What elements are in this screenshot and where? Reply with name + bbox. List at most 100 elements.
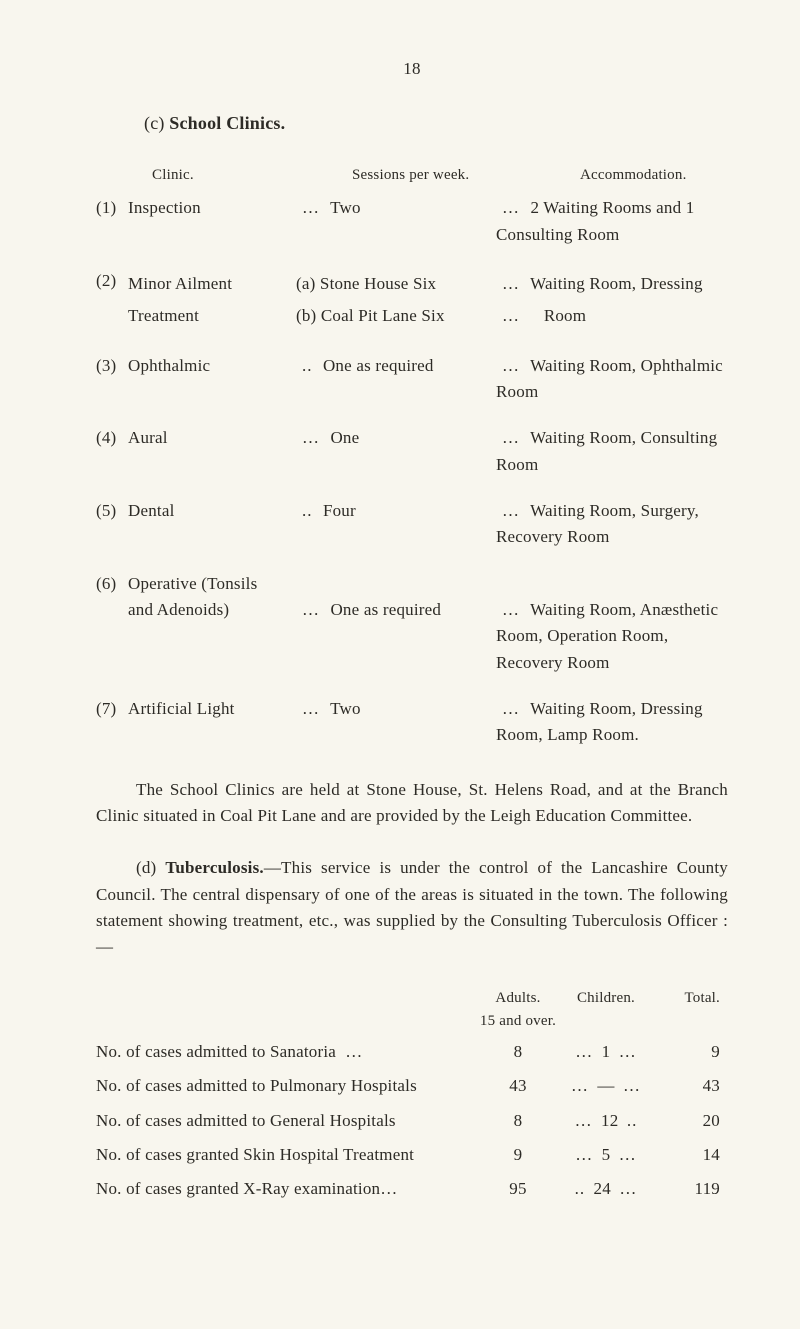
clinic-accommodation: … Waiting Room, Ophthalmic Room [496, 353, 728, 406]
clinic-row: (6) Operative (Tonsils and Adenoids) … O… [96, 571, 728, 676]
tb-row-total: 43 [650, 1073, 720, 1099]
tb-row-adults: 8 [474, 1039, 562, 1065]
ellipsis-icon: … [575, 1145, 593, 1164]
tb-row: No. of cases admitted to Pulmonary Hospi… [96, 1073, 728, 1099]
tb-row-children: 5 [602, 1145, 611, 1164]
tb-header-adults: Adults. 15 and over. [474, 987, 562, 1034]
ellipsis-icon: … [575, 1111, 593, 1130]
clinic-accommodation: … Waiting Room, Dressing … Room [496, 268, 728, 333]
ellipsis-icon: … [502, 356, 520, 375]
clinic-accommodation-value: Waiting Room, Consulting Room [496, 428, 717, 473]
tb-row-adults: 9 [474, 1142, 562, 1168]
ellipsis-icon: … [502, 428, 520, 447]
tb-row-label: No. of cases admitted to Sanatoria [96, 1042, 336, 1061]
clinic-name-line: Operative (Tonsils [128, 574, 257, 593]
tb-row-label: No. of cases granted X-Ray examination… [96, 1179, 397, 1198]
tb-row: No. of cases admitted to Sanatoria … 8 …… [96, 1039, 728, 1065]
clinic-name: Operative (Tonsils and Adenoids) [128, 571, 296, 624]
ellipsis-icon: .. [575, 1179, 586, 1198]
tb-row-total: 14 [650, 1142, 720, 1168]
ellipsis-icon: .. [302, 356, 313, 375]
ellipsis-icon: … [623, 1076, 641, 1095]
header-accommodation: Accommodation. [552, 164, 728, 187]
tb-row-children: 24 [594, 1179, 611, 1198]
clinic-number: (5) [96, 498, 128, 524]
clinic-row: (3) Ophthalmic .. One as required … Wait… [96, 353, 728, 406]
clinics-paragraph: The School Clinics are held at Stone Hou… [96, 777, 728, 830]
page-number: 18 [96, 56, 728, 82]
clinic-sessions-line: (a) Stone House Six [296, 274, 436, 293]
clinic-number: (7) [96, 696, 128, 722]
clinic-accommodation: … Waiting Room, Anæsthetic Room, Operati… [496, 571, 728, 676]
clinic-accommodation-value: 2 Waiting Rooms and 1 Consulting Room [496, 198, 694, 243]
clinic-sessions-value: Two [330, 699, 361, 718]
tb-row-total: 119 [650, 1176, 720, 1202]
clinic-accommodation-value: Waiting Room, Surgery, Recovery Room [496, 501, 699, 546]
clinic-sessions-value: One [330, 428, 359, 447]
ellipsis-icon: … [302, 600, 320, 619]
ellipsis-icon: .. [302, 501, 313, 520]
tb-row-adults: 8 [474, 1108, 562, 1134]
clinic-sessions-line: (b) Coal Pit Lane Six [296, 306, 445, 325]
tb-row-label: No. of cases granted Skin Hospital Treat… [96, 1145, 414, 1164]
clinic-row: (1) Inspection … Two … 2 Waiting Rooms a… [96, 195, 728, 248]
clinic-name: Minor Ailment Treatment [128, 268, 296, 333]
ellipsis-icon: .. [627, 1111, 638, 1130]
tb-row: No. of cases granted Skin Hospital Treat… [96, 1142, 728, 1168]
document-page: 18 (c) School Clinics. Clinic. Sessions … [0, 0, 800, 1329]
clinic-sessions: … Two [296, 696, 496, 722]
clinic-row: (7) Artificial Light … Two … Waiting Roo… [96, 696, 728, 749]
ellipsis-icon: … [619, 1042, 637, 1061]
ellipsis-icon: … [502, 306, 520, 325]
clinic-number: (6) [96, 571, 128, 597]
ellipsis-icon: … [619, 1179, 637, 1198]
clinic-number: (1) [96, 195, 128, 221]
clinic-row: (5) Dental .. Four … Waiting Room, Surge… [96, 498, 728, 551]
clinic-name-line: Minor Ailment [128, 274, 232, 293]
tb-header-spacer [96, 987, 474, 1034]
clinic-row: (4) Aural … One … Waiting Room, Consulti… [96, 425, 728, 478]
clinic-row: (2) Minor Ailment Treatment (a) Stone Ho… [96, 268, 728, 333]
clinic-number: (4) [96, 425, 128, 451]
clinic-number: (3) [96, 353, 128, 379]
tb-row-label: No. of cases admitted to Pulmonary Hospi… [96, 1076, 417, 1095]
tb-row: No. of cases admitted to General Hospita… [96, 1108, 728, 1134]
ellipsis-icon: … [302, 428, 320, 447]
clinic-accommodation-line: Room [544, 306, 586, 325]
ellipsis-icon: … [502, 274, 520, 293]
ellipsis-icon: … [502, 600, 520, 619]
clinic-name: Aural [128, 425, 296, 451]
tb-header-adults-sub: 15 and over. [480, 1013, 556, 1029]
clinic-name: Artificial Light [128, 696, 296, 722]
tb-row-adults: 95 [474, 1176, 562, 1202]
ellipsis-icon: … [571, 1076, 589, 1095]
tb-label: (d) [136, 858, 156, 877]
ellipsis-icon: … [502, 198, 520, 217]
ellipsis-icon: … [502, 699, 520, 718]
tb-header-adults-label: Adults. [495, 990, 540, 1006]
header-sessions: Sessions per week. [352, 164, 552, 187]
tb-row-total: 20 [650, 1108, 720, 1134]
clinic-accommodation: … Waiting Room, Dressing Room, Lamp Room… [496, 696, 728, 749]
ellipsis-icon: … [340, 1042, 363, 1061]
clinic-sessions: … One [296, 425, 496, 451]
clinic-accommodation-value: Waiting Room, Dressing Room, Lamp Room. [496, 699, 703, 744]
ellipsis-icon: … [302, 198, 320, 217]
clinic-sessions-value: One as required [330, 600, 441, 619]
clinic-sessions: .. Four [296, 498, 496, 524]
section-label: (c) [144, 113, 165, 133]
clinic-sessions-value: Two [330, 198, 361, 217]
tb-header-row: Adults. 15 and over. Children. Total. [96, 987, 728, 1034]
clinic-accommodation: … Waiting Room, Consulting Room [496, 425, 728, 478]
clinic-sessions-value: One as required [323, 356, 434, 375]
clinic-accommodation-line: Waiting Room, Dressing [530, 274, 703, 293]
clinic-accommodation-value: Waiting Room, Ophthalmic Room [496, 356, 723, 401]
tb-header-children: Children. [562, 987, 650, 1034]
clinics-table: Clinic. Sessions per week. Accommodation… [96, 164, 728, 748]
clinic-accommodation: … Waiting Room, Surgery, Recovery Room [496, 498, 728, 551]
clinic-number: (2) [96, 268, 128, 294]
clinic-name-line: Treatment [128, 306, 199, 325]
ellipsis-icon: … [502, 501, 520, 520]
clinic-sessions: … Two [296, 195, 496, 221]
tuberculosis-paragraph: (d) Tuberculosis.—This service is under … [96, 855, 728, 960]
